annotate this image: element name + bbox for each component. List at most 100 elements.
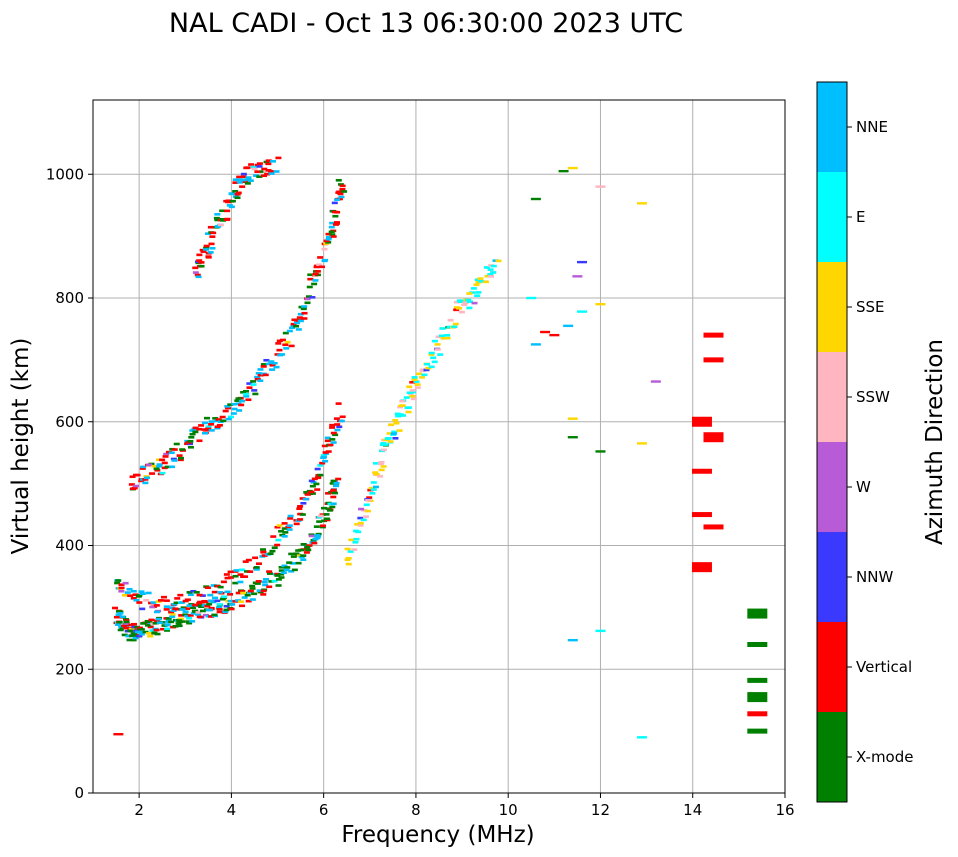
echo-point [248, 163, 255, 166]
echo-point [405, 410, 412, 414]
echo-point [115, 613, 122, 616]
echo-point [414, 386, 421, 389]
echo-point [388, 423, 395, 427]
echo-point [466, 292, 473, 295]
echo-point [207, 608, 214, 612]
echo-point [295, 328, 302, 331]
y-axis-label: Virtual height (km) [8, 338, 34, 555]
echo-point [320, 454, 327, 457]
echo-point [178, 617, 185, 621]
echo-point [439, 327, 446, 330]
echo-point [325, 492, 332, 495]
echo-point [236, 181, 243, 184]
echo-point [278, 576, 285, 579]
echo-point [306, 285, 313, 289]
echo-point [194, 273, 201, 277]
echo-point [318, 514, 325, 518]
echo-point [255, 562, 262, 565]
echo-point [281, 535, 288, 538]
echo-point [691, 512, 712, 518]
echo-point [471, 301, 478, 305]
echo-point [319, 524, 326, 528]
echo-point [118, 589, 125, 593]
echo-point [413, 380, 420, 383]
echo-point [530, 343, 541, 346]
echo-point [311, 541, 318, 545]
echo-point [338, 195, 345, 199]
echo-point [330, 235, 337, 238]
echo-point [410, 397, 417, 401]
echo-point [234, 399, 241, 402]
echo-point [428, 353, 435, 356]
echo-point [335, 477, 342, 481]
colorbar-tick-label: W [856, 478, 871, 496]
echo-point [334, 423, 341, 426]
echo-point [313, 265, 320, 269]
echo-point [168, 451, 175, 455]
echo-point [263, 577, 270, 581]
x-tick-label: 10 [499, 801, 518, 819]
echo-point [201, 599, 208, 603]
echo-point [226, 204, 233, 207]
echo-point [490, 271, 497, 274]
echo-point [179, 620, 186, 623]
echo-point [227, 415, 234, 419]
echo-point [306, 544, 313, 547]
echo-point [323, 239, 330, 243]
echo-point [265, 159, 272, 162]
echo-point [207, 251, 214, 254]
echo-point [308, 490, 315, 494]
echo-point [373, 462, 380, 465]
echo-point [281, 527, 288, 530]
echo-point [345, 556, 352, 560]
echo-point [118, 586, 125, 590]
x-tick-label: 16 [775, 801, 794, 819]
echo-point [477, 277, 484, 280]
echo-point [170, 457, 177, 461]
echo-point [318, 265, 325, 269]
echo-point [220, 580, 227, 584]
echo-point [121, 624, 128, 628]
echo-point [195, 275, 202, 279]
echo-point [188, 435, 195, 439]
echo-point [444, 334, 451, 337]
echo-point [324, 436, 331, 440]
echo-point [377, 475, 384, 478]
x-axis-label: Frequency (MHz) [341, 822, 534, 848]
echo-point [293, 324, 300, 328]
echo-point [392, 419, 399, 422]
echo-point [228, 576, 235, 579]
echo-point [377, 462, 384, 466]
echo-point [139, 607, 146, 611]
echo-point [321, 506, 328, 510]
echo-point [132, 633, 139, 637]
echo-point [300, 554, 307, 557]
echo-point [222, 409, 229, 413]
echo-point [261, 554, 268, 557]
echo-point [154, 619, 161, 623]
echo-point [149, 605, 156, 609]
echo-point [200, 250, 207, 253]
echo-point [364, 509, 371, 513]
echo-point [130, 589, 137, 593]
echo-point [155, 458, 162, 462]
echo-point [163, 605, 170, 608]
echo-point [314, 488, 321, 491]
x-tick-label: 2 [134, 801, 144, 819]
echo-point [225, 417, 232, 421]
echo-point [146, 632, 153, 635]
echo-point [367, 488, 374, 492]
echo-point [159, 458, 166, 462]
echo-point [179, 601, 186, 604]
echo-point [322, 451, 329, 454]
echo-point [161, 624, 168, 627]
echo-point [396, 429, 403, 432]
echo-point [116, 620, 123, 624]
echo-point [341, 190, 348, 193]
echo-point [267, 552, 274, 556]
echo-point [314, 534, 321, 537]
echo-point [172, 624, 179, 628]
echo-point [219, 597, 226, 601]
echo-point [112, 606, 119, 610]
echo-point [216, 606, 223, 609]
